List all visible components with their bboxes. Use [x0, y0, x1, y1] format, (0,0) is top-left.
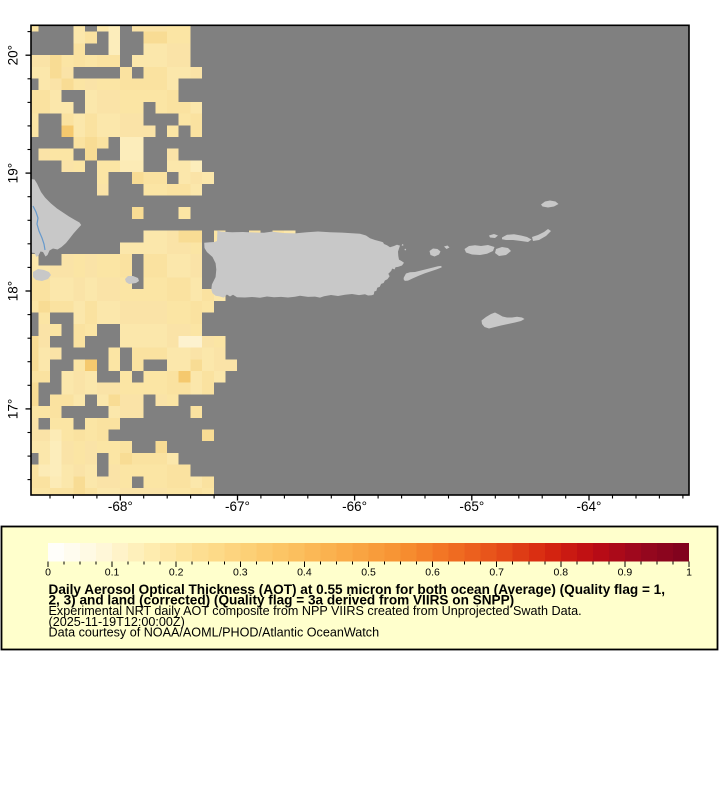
svg-text:2, 3) and land (corrected) (Qu: 2, 3) and land (corrected) (Quality flag…: [49, 593, 515, 608]
svg-text:-67°: -67°: [225, 499, 250, 514]
svg-text:17°: 17°: [6, 399, 21, 419]
svg-text:1: 1: [686, 567, 692, 579]
svg-text:0.6: 0.6: [425, 567, 440, 579]
svg-text:-66°: -66°: [342, 499, 367, 514]
svg-text:0.3: 0.3: [233, 567, 248, 579]
svg-text:20°: 20°: [6, 45, 21, 65]
svg-text:19°: 19°: [6, 163, 21, 183]
svg-text:-65°: -65°: [459, 499, 484, 514]
svg-text:(2025-11-19T12:00:00Z): (2025-11-19T12:00:00Z): [49, 615, 185, 629]
svg-text:0.5: 0.5: [361, 567, 376, 579]
svg-text:0.4: 0.4: [297, 567, 312, 579]
svg-text:Daily Aerosol Optical Thicknes: Daily Aerosol Optical Thickness (AOT) at…: [49, 582, 666, 597]
svg-text:0.9: 0.9: [618, 567, 633, 579]
svg-text:-64°: -64°: [577, 499, 602, 514]
svg-text:Data courtesy of NOAA/AOML/PHO: Data courtesy of NOAA/AOML/PHOD/Atlantic…: [49, 625, 380, 639]
svg-text:0.2: 0.2: [169, 567, 184, 579]
svg-text:0.1: 0.1: [105, 567, 120, 579]
svg-text:0.7: 0.7: [489, 567, 504, 579]
svg-text:0.8: 0.8: [553, 567, 568, 579]
svg-text:-68°: -68°: [108, 499, 133, 514]
svg-text:18°: 18°: [6, 281, 21, 301]
svg-text:Experimental NRT daily AOT com: Experimental NRT daily AOT composite fro…: [49, 604, 582, 618]
svg-text:0: 0: [45, 567, 51, 579]
